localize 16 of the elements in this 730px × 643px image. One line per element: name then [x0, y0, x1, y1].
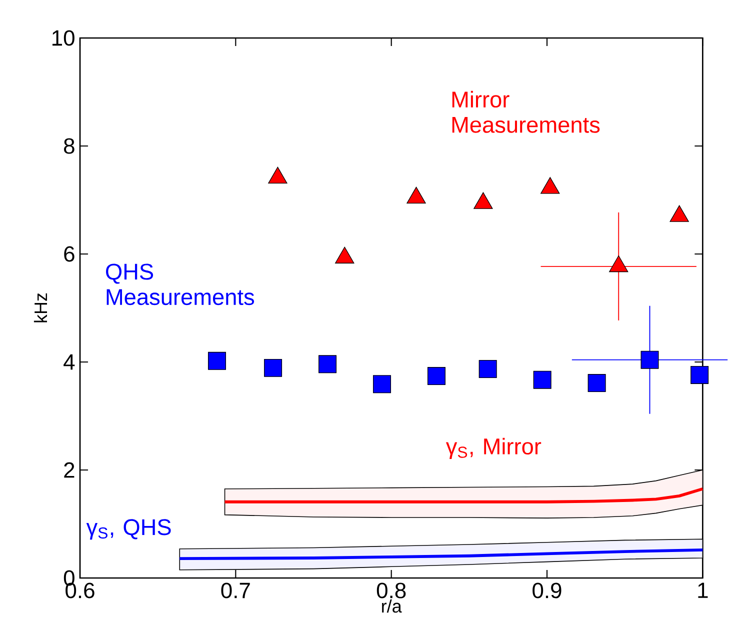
text: Mirror Measurements	[452, 90, 600, 133]
text: QHS Measurements	[106, 264, 254, 306]
x-axis-title: r/a	[382, 599, 402, 613]
x-tick-label: 0.7	[221, 582, 250, 598]
y-tick-label: 6	[64, 246, 74, 262]
y-tick-label: 2	[64, 462, 74, 478]
series-label: γ$_{S}$, QHS	[86, 519, 171, 540]
x-tick-label: 0.8	[376, 582, 406, 598]
y-tick-label: 10	[52, 30, 74, 46]
x-tick-label: 0.9	[532, 582, 562, 598]
y-tick-label: 4	[64, 354, 75, 370]
series-label: γ$_{S}$, Mirror	[446, 438, 542, 459]
y-axis-title: kHz	[34, 293, 47, 322]
y-tick-label: 8	[64, 138, 74, 154]
line-series	[178, 548, 704, 560]
x-tick-label: 1	[698, 582, 708, 598]
